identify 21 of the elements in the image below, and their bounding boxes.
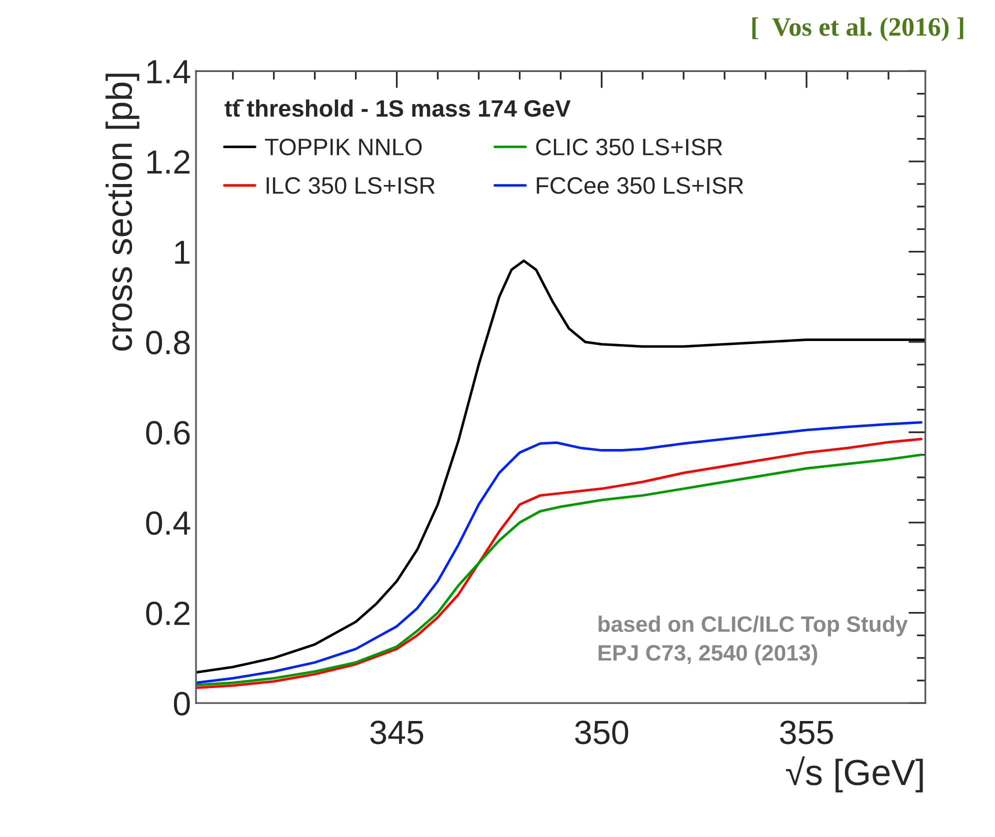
- y-tick-label: 1: [175, 240, 190, 264]
- legend-label: ILC 350 LS+ISR: [266, 177, 435, 194]
- x-axis-title: √s [GeV]: [786, 756, 923, 792]
- y-tick-label: 0.8: [146, 330, 190, 354]
- y-tick-label: 0: [174, 692, 190, 716]
- x-tick-label: 350: [575, 720, 628, 744]
- y-tick-label: 0.4: [146, 511, 190, 535]
- y-tick-label: 0.6: [146, 421, 190, 445]
- y-axis-title: cross section [pb]: [106, 74, 140, 351]
- y-tick-label: 1.2: [147, 150, 190, 174]
- legend-label: CLIC 350 LS+ISR: [536, 138, 722, 156]
- x-tick-label: 355: [780, 720, 833, 744]
- y-tick-label: 0.2: [146, 602, 190, 626]
- legend-label: TOPPIK NNLO: [265, 138, 422, 156]
- y-tick-label: 1.4: [147, 60, 190, 84]
- legend-label: FCCee 350 LS+ISR: [536, 177, 744, 194]
- line-series: [196, 259, 926, 674]
- annotation: based on CLIC/ILC Top Study EPJ C73, 2540 (2013): [598, 616, 908, 666]
- x-tick-label: 345: [370, 720, 424, 744]
- legend-title: tt̄ threshold - 1S mass 174 GeV: [224, 99, 571, 117]
- text: [ Vos et al. (2016) ]: [752, 17, 964, 42]
